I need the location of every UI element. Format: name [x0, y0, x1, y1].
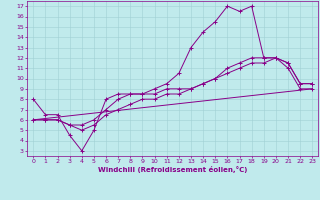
X-axis label: Windchill (Refroidissement éolien,°C): Windchill (Refroidissement éolien,°C) — [98, 166, 247, 173]
